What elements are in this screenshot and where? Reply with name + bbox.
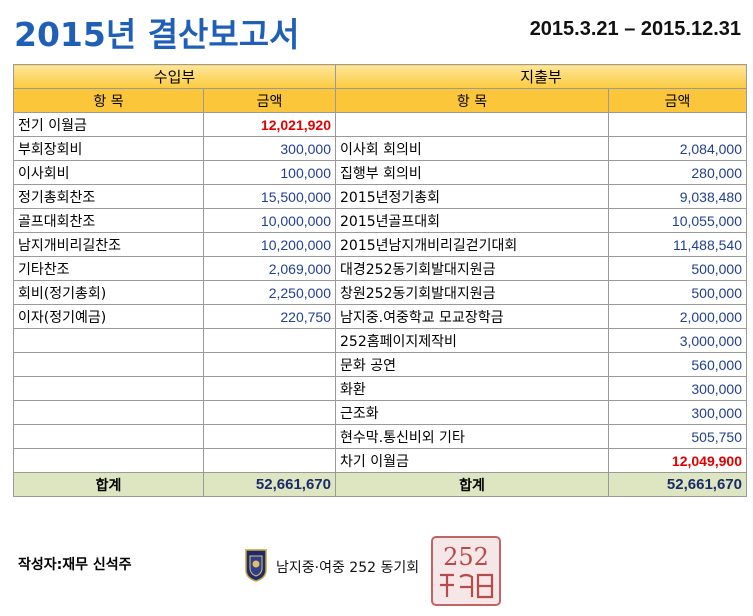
income-amount-cell: [203, 424, 336, 449]
table-row: 이사회비 100,000 집행부 회의비 280,000: [13, 160, 747, 185]
expense-item-cell: 화환: [335, 376, 609, 401]
income-amount-cell: 15,500,000: [203, 184, 336, 209]
income-amount-cell: [203, 328, 336, 353]
expense-item-cell: 차기 이월금: [335, 448, 609, 473]
expense-item-header: 항 목: [335, 88, 609, 113]
table-row: 문화 공연 560,000: [13, 352, 747, 377]
total-row: 합계 52,661,670 합계 52,661,670: [13, 472, 747, 497]
table-row: 남지개비리길찬조 10,200,000 2015년남지개비리길걷기대회 11,488,…: [13, 232, 747, 257]
income-item-cell: [13, 328, 204, 353]
expense-item-cell: 창원252동기회발대지원금: [335, 280, 609, 305]
table-row: 현수막.통신비외 기타 505,750: [13, 424, 747, 449]
organization-name: 남지중·여중 252 동기회: [276, 560, 420, 576]
income-amount-cell: 10,000,000: [203, 208, 336, 233]
expense-amount-cell: 9,038,480: [608, 184, 747, 209]
expense-amount-cell: 11,488,540: [608, 232, 747, 257]
expense-amount-cell: 300,000: [608, 400, 747, 425]
section-header-row: 수입부 지출부: [13, 64, 747, 89]
expense-amount-cell: 300,000: [608, 376, 747, 401]
income-amount-cell: 10,200,000: [203, 232, 336, 257]
income-amount-cell: [203, 352, 336, 377]
income-amount-cell: 220,750: [203, 304, 336, 329]
expense-item-cell: 2015년골프대회: [335, 208, 609, 233]
income-item-cell: [13, 400, 204, 425]
expense-amount-cell: 12,049,900: [608, 448, 747, 473]
expense-item-cell: [335, 112, 609, 137]
expense-item-cell: 2015년정기총회: [335, 184, 609, 209]
income-item-cell: [13, 376, 204, 401]
income-item-cell: [13, 424, 204, 449]
income-amount-cell: [203, 448, 336, 473]
expense-amount-cell: 505,750: [608, 424, 747, 449]
income-item-cell: 정기총회찬조: [13, 184, 204, 209]
expense-item-cell: 문화 공연: [335, 352, 609, 377]
income-item-cell: 골프대회찬조: [13, 208, 204, 233]
income-item-cell: 회비(정기총회): [13, 280, 204, 305]
table-row: 부회장회비 300,000 이사회 회의비 2,084,000: [13, 136, 747, 161]
expense-amount-cell: 3,000,000: [608, 328, 747, 353]
table-row: 근조화 300,000: [13, 400, 747, 425]
table-row: 회비(정기총회) 2,250,000 창원252동기회발대지원금 500,000: [13, 280, 747, 305]
income-item-cell: 기타찬조: [13, 256, 204, 281]
table-row: 전기 이월금 12,021,920: [13, 112, 747, 137]
expense-amount-header: 금액: [608, 88, 747, 113]
income-item-cell: 이자(정기예금): [13, 304, 204, 329]
expense-amount-cell: 560,000: [608, 352, 747, 377]
income-amount-header: 금액: [203, 88, 336, 113]
expense-amount-cell: 2,000,000: [608, 304, 747, 329]
income-amount-cell: 300,000: [203, 136, 336, 161]
expense-amount-cell: 500,000: [608, 280, 747, 305]
income-amount-cell: [203, 376, 336, 401]
column-header-row: 항 목 금액 항 목 금액: [13, 88, 747, 113]
income-item-cell: 남지개비리길찬조: [13, 232, 204, 257]
expense-item-cell: 대경252동기회발대지원금: [335, 256, 609, 281]
table-row: 기타찬조 2,069,000 대경252동기회발대지원금 500,000: [13, 256, 747, 281]
income-item-cell: 이사회비: [13, 160, 204, 185]
income-amount-cell: 100,000: [203, 160, 336, 185]
income-amount-cell: [203, 400, 336, 425]
expense-item-cell: 집행부 회의비: [335, 160, 609, 185]
seal-number: 252: [443, 543, 489, 571]
expense-amount-cell: 10,055,000: [608, 208, 747, 233]
table-row: 차기 이월금 12,049,900: [13, 448, 747, 473]
expense-item-cell: 근조화: [335, 400, 609, 425]
expense-item-cell: 현수막.통신비외 기타: [335, 424, 609, 449]
income-item-cell: [13, 448, 204, 473]
table-row: 정기총회찬조 15,500,000 2015년정기총회 9,038,480: [13, 184, 747, 209]
expense-item-cell: 남지중.여중학교 모교장학금: [335, 304, 609, 329]
expense-item-cell: 2015년남지개비리길걷기대회: [335, 232, 609, 257]
table-row: 골프대회찬조 10,000,000 2015년골프대회 10,055,000: [13, 208, 747, 233]
expense-item-cell: 이사회 회의비: [335, 136, 609, 161]
income-section-header: 수입부: [13, 64, 336, 89]
expense-total-amount: 52,661,670: [608, 472, 747, 497]
expense-section-header: 지출부: [335, 64, 747, 89]
income-item-header: 항 목: [13, 88, 204, 113]
expense-amount-cell: 500,000: [608, 256, 747, 281]
expense-amount-cell: 2,084,000: [608, 136, 747, 161]
income-amount-cell: 2,250,000: [203, 280, 336, 305]
income-total-label: 합계: [13, 472, 204, 497]
school-emblem-icon: [245, 549, 267, 582]
table-body: 전기 이월금 12,021,920 부회장회비 300,000 이사회 회의비 2,084…: [13, 112, 747, 473]
settlement-table: 수입부 지출부 항 목 금액 항 목 금액 전기 이월금 12,021,920 부회…: [13, 64, 747, 497]
income-item-cell: 부회장회비: [13, 136, 204, 161]
income-item-cell: [13, 352, 204, 377]
income-amount-cell: 12,021,920: [203, 112, 336, 137]
table-row: 252홈페이지제작비 3,000,000: [13, 328, 747, 353]
seal-stamp-icon: 252: [431, 536, 501, 606]
expense-item-cell: 252홈페이지제작비: [335, 328, 609, 353]
author-note: 작성자:재무 신석주: [18, 557, 132, 573]
expense-total-label: 합계: [335, 472, 609, 497]
income-amount-cell: 2,069,000: [203, 256, 336, 281]
expense-amount-cell: 280,000: [608, 160, 747, 185]
income-total-amount: 52,661,670: [203, 472, 336, 497]
expense-amount-cell: [608, 112, 747, 137]
income-item-cell: 전기 이월금: [13, 112, 204, 137]
report-title: 2015년 결산보고서: [14, 15, 300, 54]
report-period: 2015.3.21 – 2015.12.31: [529, 18, 741, 40]
table-row: 이자(정기예금) 220,750 남지중.여중학교 모교장학금 2,000,000: [13, 304, 747, 329]
table-row: 화환 300,000: [13, 376, 747, 401]
